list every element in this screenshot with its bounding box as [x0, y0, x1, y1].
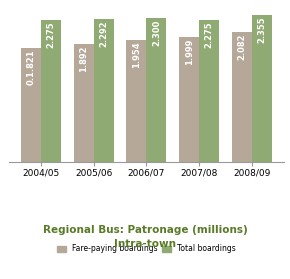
- Text: 1.999: 1.999: [184, 39, 193, 65]
- Bar: [199, 20, 219, 162]
- Bar: [74, 44, 94, 162]
- Text: 1.892: 1.892: [79, 45, 88, 72]
- Bar: [21, 48, 41, 162]
- Text: 2.355: 2.355: [257, 16, 266, 43]
- Text: 2.300: 2.300: [152, 20, 161, 46]
- Bar: [232, 32, 252, 162]
- Legend: Fare-paying boardings, Total boardings: Fare-paying boardings, Total boardings: [57, 244, 236, 253]
- Text: Intra-town: Intra-town: [114, 239, 176, 249]
- Text: 2.292: 2.292: [99, 20, 108, 47]
- Text: 2.275: 2.275: [204, 21, 213, 48]
- Bar: [94, 19, 114, 162]
- Bar: [179, 37, 199, 162]
- Text: 1.954: 1.954: [132, 41, 141, 68]
- Bar: [252, 15, 272, 162]
- Text: 2.082: 2.082: [237, 33, 246, 60]
- Text: 2.275: 2.275: [47, 21, 56, 48]
- Bar: [146, 18, 166, 162]
- Bar: [126, 40, 146, 162]
- Text: Regional Bus: Patronage (millions): Regional Bus: Patronage (millions): [43, 225, 247, 235]
- Bar: [41, 20, 61, 162]
- Text: 0.1.821: 0.1.821: [27, 49, 36, 85]
